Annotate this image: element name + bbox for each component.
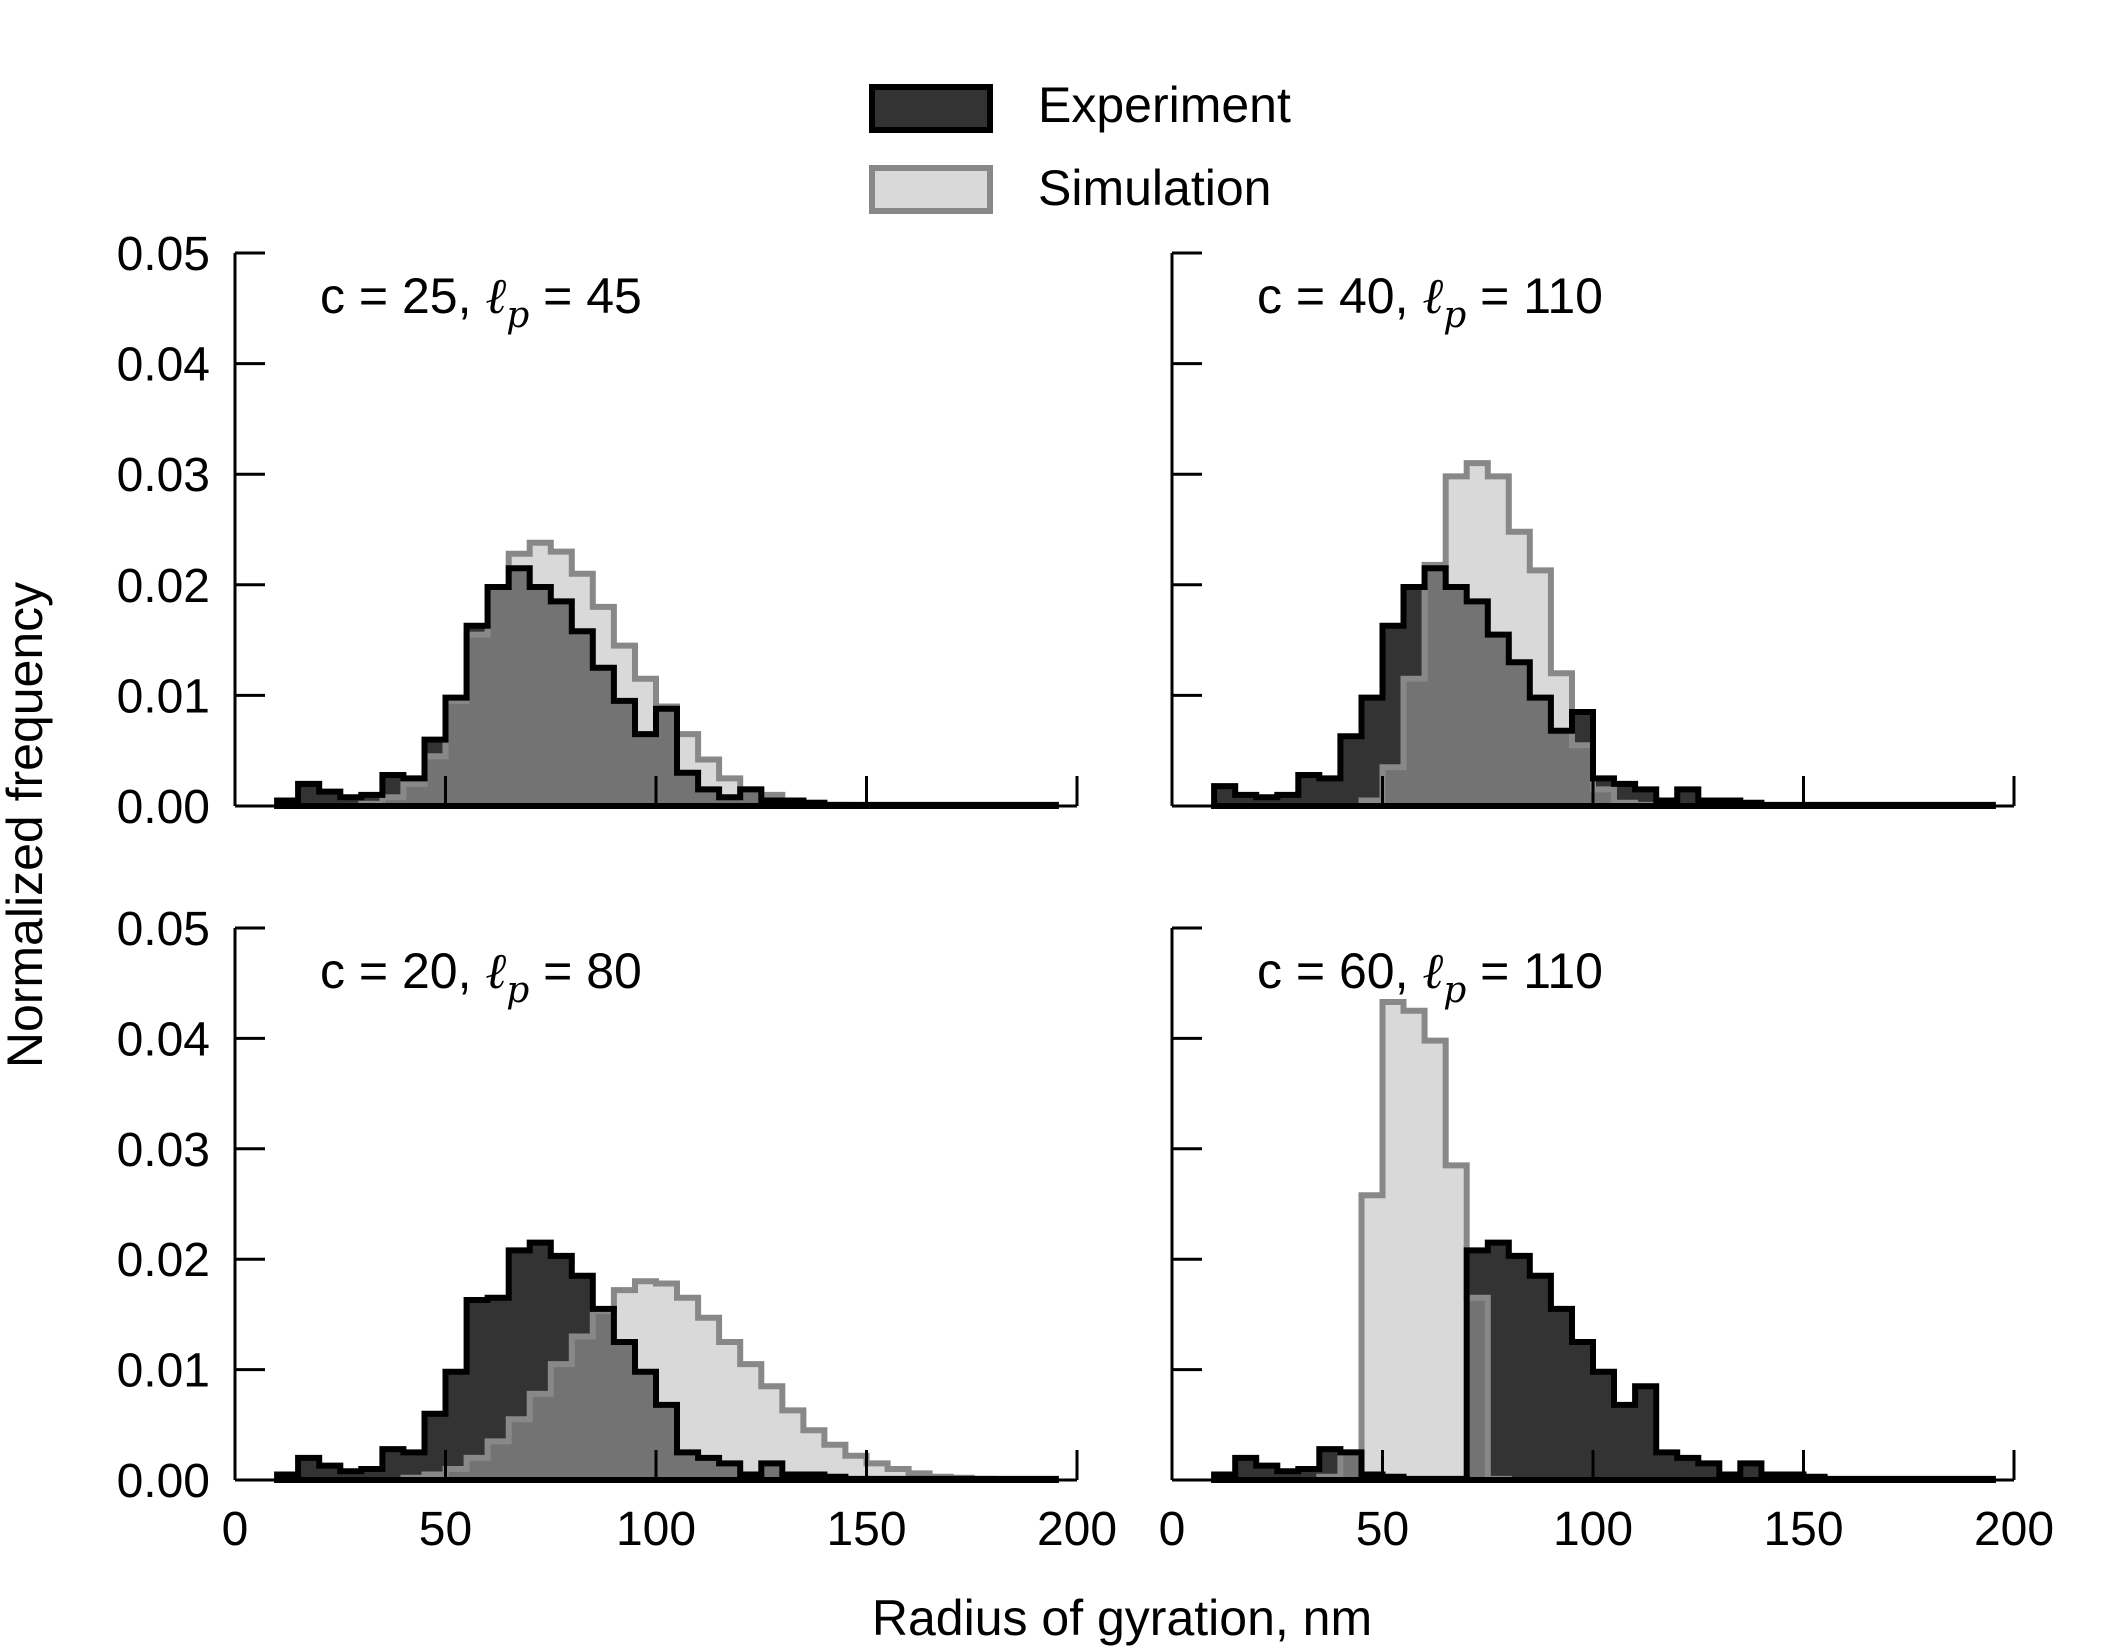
- y-tick-label: 0.05: [117, 228, 210, 281]
- y-tick-label: 0.00: [117, 781, 210, 834]
- panel-annotation: c = 40, ℓp = 110: [1257, 267, 1603, 336]
- y-tick-label: 0.05: [117, 903, 210, 956]
- x-tick-label: 150: [1763, 1503, 1843, 1556]
- x-axis-label: Radius of gyration, nm: [872, 1590, 1372, 1646]
- y-tick-label: 0.02: [117, 560, 210, 613]
- y-tick-label: 0.01: [117, 670, 210, 723]
- y-axis-label: Normalized frequency: [0, 582, 53, 1068]
- simulation-outline: [400, 1278, 996, 1483]
- x-tick-label: 200: [1974, 1503, 2054, 1556]
- panel-2: c = 40, ℓp = 110: [1170, 251, 2016, 809]
- simulation-outline: [358, 539, 849, 809]
- legend-label-simulation: Simulation: [1038, 160, 1271, 216]
- x-tick-label: 0: [222, 1503, 249, 1556]
- legend-swatch-experiment: [869, 84, 993, 133]
- experiment-outline: [1211, 1239, 1996, 1483]
- legend-swatch-simulation: [869, 165, 993, 214]
- y-tick-label: 0.00: [117, 1455, 210, 1508]
- legend: Experiment Simulation: [869, 77, 1291, 216]
- legend-label-experiment: Experiment: [1038, 77, 1291, 133]
- y-tick-label: 0.04: [117, 1013, 210, 1066]
- experiment-fill: [1214, 568, 1993, 806]
- y-tick-label: 0.02: [117, 1234, 210, 1287]
- y-tick-label: 0.03: [117, 449, 210, 502]
- y-tick-label: 0.04: [117, 339, 210, 392]
- experiment-outline: [1211, 565, 1996, 809]
- y-tick-label: 0.03: [117, 1124, 210, 1177]
- simulation-outline: [1358, 460, 1660, 809]
- y-tick-label: 0.01: [117, 1345, 210, 1398]
- panel-3: 0.00 0.01 0.02 0.03 0.04 0.05 0 50 100 150 200 c = …: [117, 903, 1117, 1556]
- x-tick-label: 200: [1037, 1503, 1117, 1556]
- panel-annotation: c = 20, ℓp = 80: [320, 942, 642, 1011]
- overlap-fill: [361, 568, 846, 806]
- panel-annotation: c = 60, ℓp = 110: [1257, 942, 1603, 1011]
- simulation-fill: [1319, 1002, 1509, 1480]
- panel-annotation: c = 25, ℓp = 45: [320, 267, 642, 336]
- panel-1: 0.00 0.01 0.02 0.03 0.04 0.05 c = 25, ℓp = 45: [117, 228, 1079, 834]
- x-tick-label: 50: [1356, 1503, 1409, 1556]
- x-tick-label: 100: [616, 1503, 696, 1556]
- x-tick-label: 100: [1553, 1503, 1633, 1556]
- x-tick-label: 150: [826, 1503, 906, 1556]
- panel-4: 0 50 100 150 200 c = 60, ℓp = 110: [1159, 926, 2054, 1556]
- x-tick-label: 50: [419, 1503, 472, 1556]
- x-tick-label: 0: [1159, 1503, 1186, 1556]
- experiment-fill: [1214, 1242, 1993, 1480]
